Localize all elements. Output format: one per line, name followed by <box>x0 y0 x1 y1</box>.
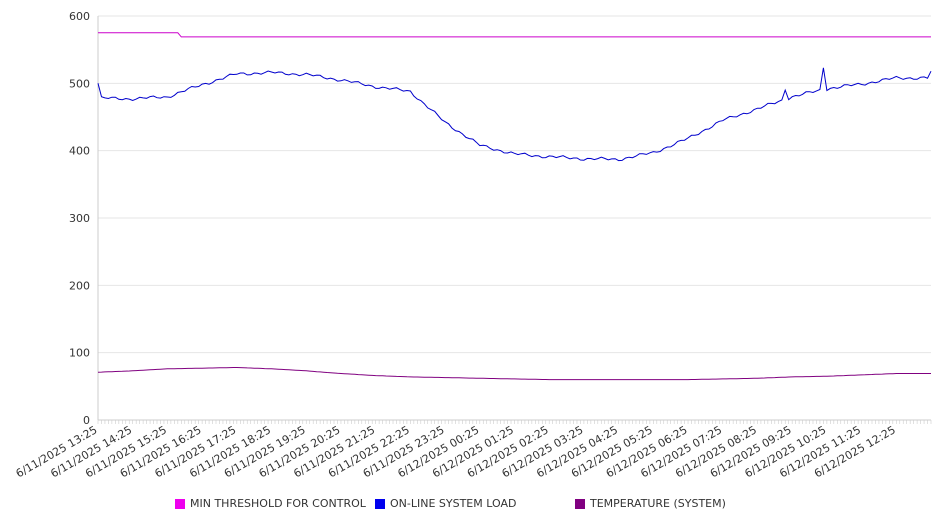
legend-item-min-threshold[interactable]: MIN THRESHOLD FOR CONTROL <box>175 497 366 510</box>
axes <box>97 16 932 424</box>
legend-swatch-min-threshold <box>175 498 185 509</box>
series-lines <box>97 32 932 381</box>
series-line-min-threshold-for-control <box>98 32 931 38</box>
legend-swatch-temperature-system <box>575 498 585 509</box>
legend: MIN THRESHOLD FOR CONTROL ON-LINE SYSTEM… <box>0 497 946 515</box>
legend-label-online-system-load: ON-LINE SYSTEM LOAD <box>390 497 517 510</box>
legend-label-temperature-system: TEMPERATURE (SYSTEM) <box>590 497 726 510</box>
legend-swatch-online-system-load <box>375 498 385 509</box>
y-tick-label-600: 600 <box>69 10 90 23</box>
y-tick-label-500: 500 <box>69 77 90 90</box>
y-tick-label-400: 400 <box>69 145 90 158</box>
y-tick-label-200: 200 <box>69 279 90 292</box>
y-tick-label-0: 0 <box>83 414 90 427</box>
legend-item-online-system-load[interactable]: ON-LINE SYSTEM LOAD <box>375 497 516 510</box>
legend-label-min-threshold: MIN THRESHOLD FOR CONTROL <box>190 497 366 510</box>
series-line-on-line-system-load <box>97 67 932 162</box>
legend-item-temperature-system[interactable]: TEMPERATURE (SYSTEM) <box>575 497 726 510</box>
y-tick-label-300: 300 <box>69 212 90 225</box>
series-line-temperature-system <box>97 367 931 381</box>
gridlines <box>98 15 931 354</box>
y-tick-label-100: 100 <box>69 347 90 360</box>
